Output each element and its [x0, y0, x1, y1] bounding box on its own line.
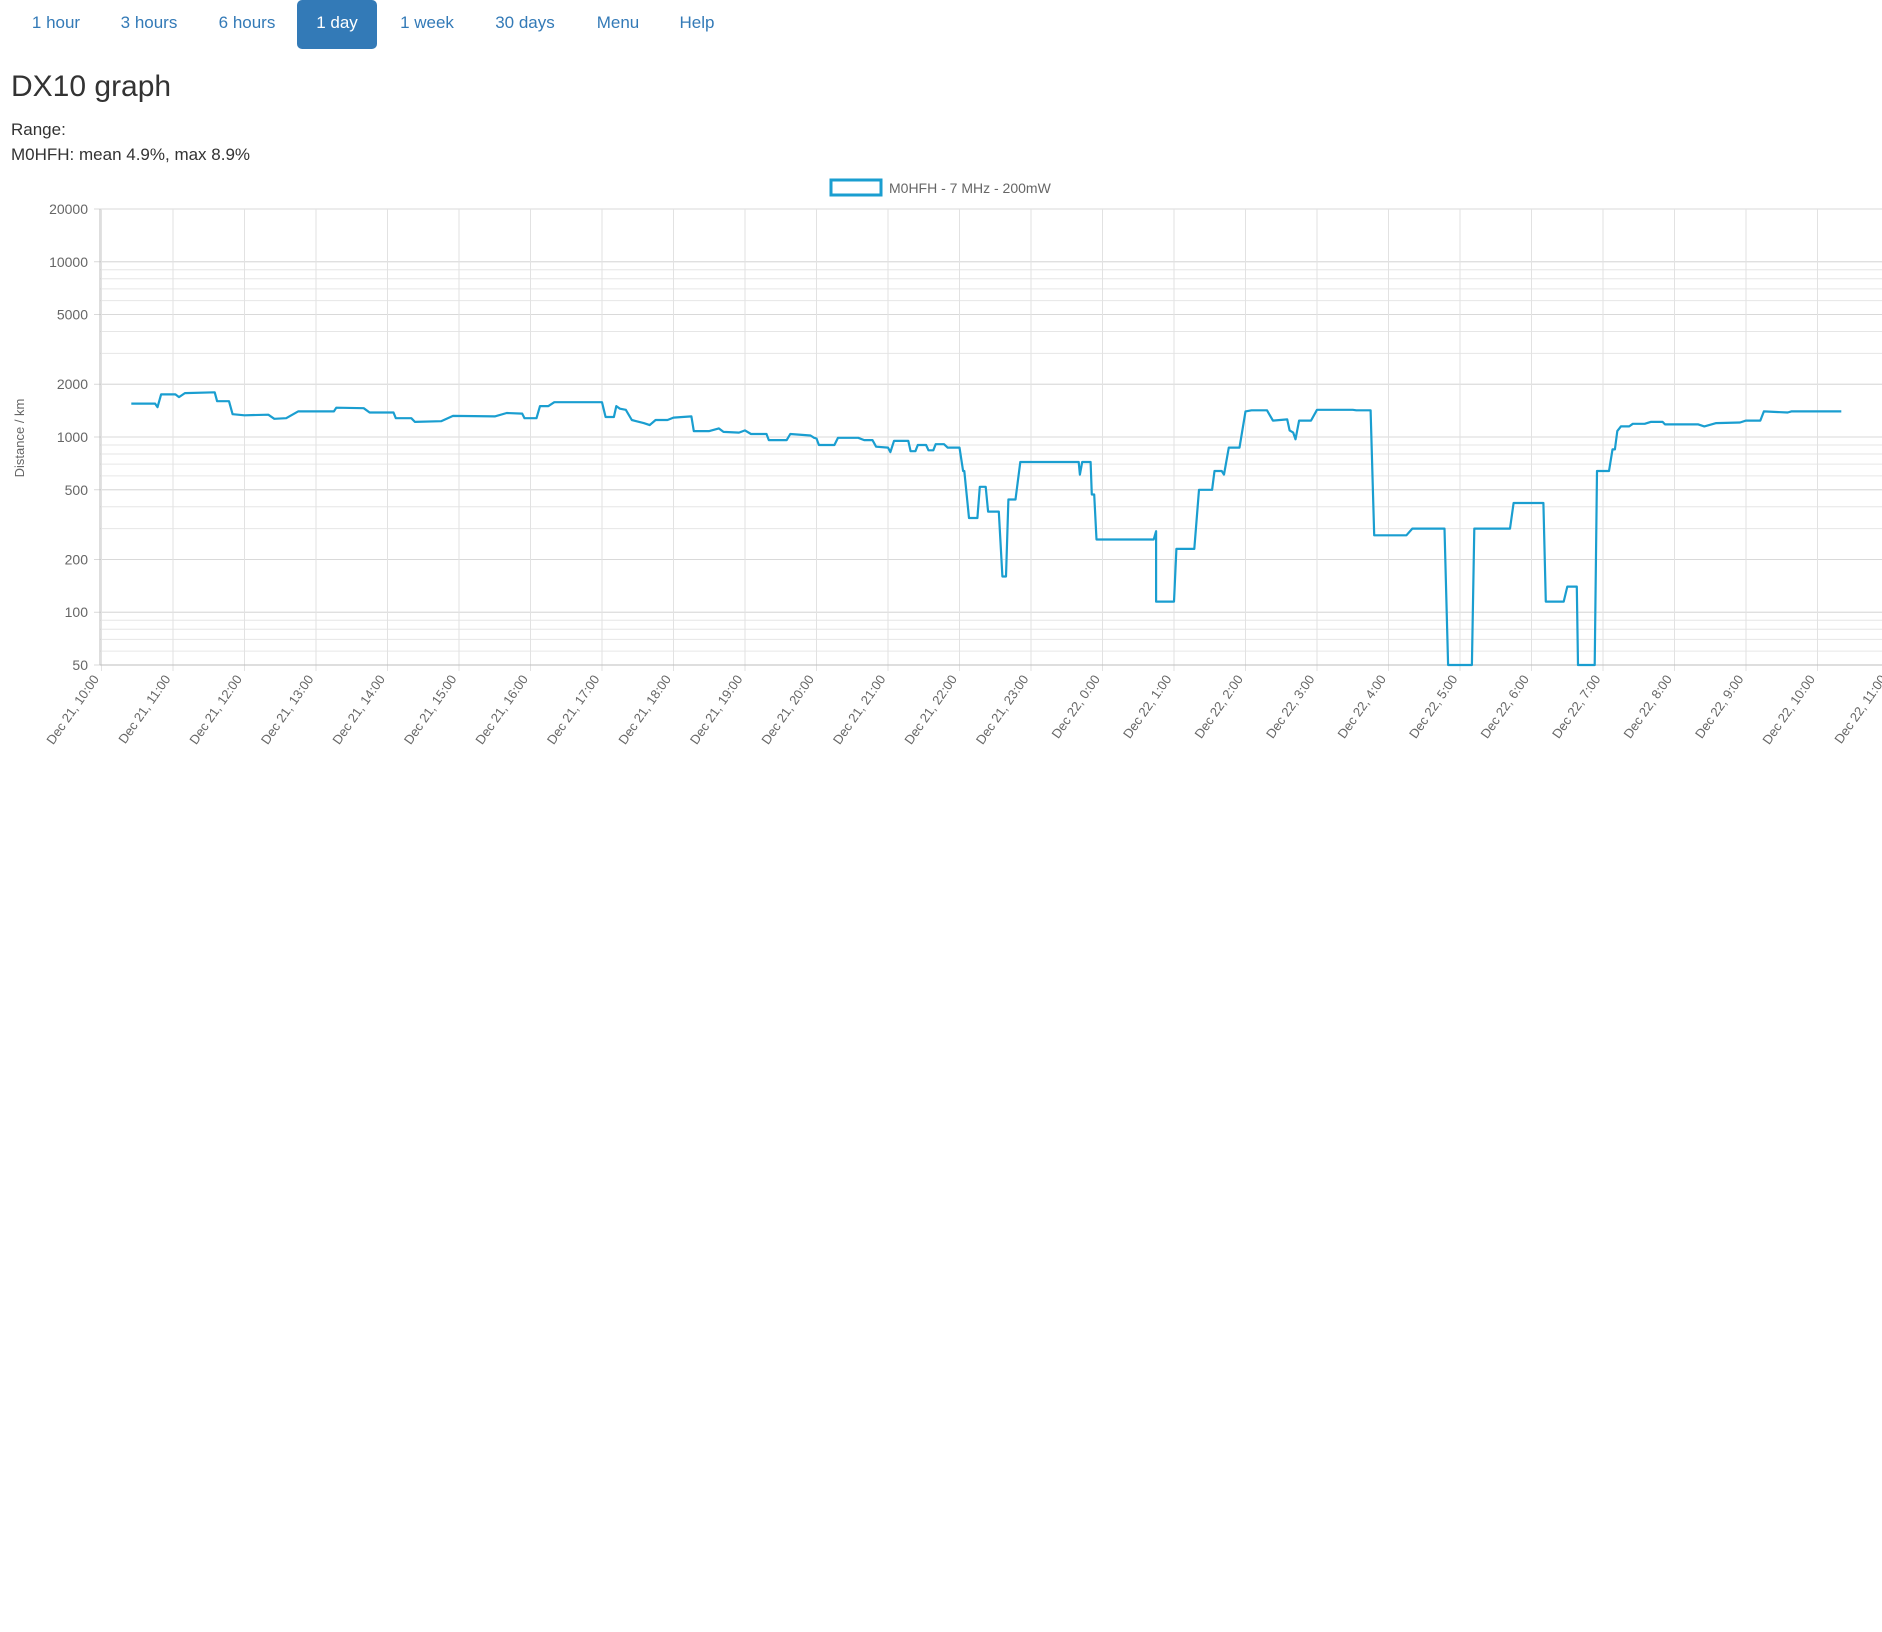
nav-menu[interactable]: Menu [596, 13, 640, 32]
x-tick-label: Dec 21, 15:00 [401, 672, 460, 747]
x-tick-label: Dec 22, 0:00 [1048, 672, 1103, 741]
distance-chart: 50 100 200 500 1000 2000 5000 10000 20000 Dec 21,… [12, 178, 1882, 747]
x-tick-label: Dec 21, 11:00 [115, 672, 173, 746]
y-tick-label: 5000 [57, 307, 88, 323]
x-tick-label: Dec 22, 9:00 [1692, 672, 1747, 741]
nav-1-hour[interactable]: 1 hour [31, 13, 81, 32]
y-tick-label: 500 [65, 482, 89, 498]
page-title: DX10 graph [11, 70, 172, 103]
x-tick-label: Dec 22, 6:00 [1477, 672, 1532, 741]
x-tick-label: Dec 21, 23:00 [973, 672, 1032, 747]
series-line-0 [131, 391, 1842, 667]
x-tick-label: Dec 22, 5:00 [1406, 672, 1461, 741]
x-tick-label: Dec 21, 12:00 [186, 672, 245, 747]
legend-swatch[interactable] [829, 178, 883, 197]
x-tick-label: Dec 21, 19:00 [687, 672, 746, 747]
nav-3-hours[interactable]: 3 hours [120, 13, 178, 32]
chart-legend[interactable]: M0HFH - 7 MHz - 200mW [829, 178, 1052, 197]
nav-1-week[interactable]: 1 week [400, 13, 454, 32]
nav-1-day[interactable]: 1 day [297, 0, 377, 49]
x-tick-label: Dec 21, 17:00 [544, 672, 603, 747]
x-tick-label: Dec 22, 2:00 [1191, 672, 1246, 741]
x-tick-label: Dec 21, 14:00 [329, 672, 388, 747]
x-tick-label: Dec 21, 20:00 [758, 672, 817, 747]
y-tick-label: 20000 [49, 201, 88, 217]
nav-30-days[interactable]: 30 days [495, 13, 555, 32]
nav-help[interactable]: Help [679, 13, 715, 32]
x-tick-label: Dec 22, 1:00 [1120, 672, 1175, 741]
x-tick-label: Dec 22, 4:00 [1334, 672, 1389, 741]
x-tick-label: Dec 22, 7:00 [1549, 672, 1604, 741]
x-tick-label: Dec 22, 11:00 [1831, 672, 1882, 746]
range-label: Range: [11, 120, 66, 139]
chart-series [131, 391, 1842, 667]
y-tick-label: 1000 [57, 429, 88, 445]
x-tick-label: Dec 22, 10:00 [1759, 672, 1818, 747]
y-tick-label: 2000 [57, 376, 88, 392]
y-tick-label: 50 [72, 657, 88, 673]
chart-axes: 50 100 200 500 1000 2000 5000 10000 20000 Dec 21,… [43, 201, 1882, 747]
y-tick-label: 10000 [49, 254, 88, 270]
x-tick-label: Dec 22, 3:00 [1263, 672, 1318, 741]
x-tick-label: Dec 21, 16:00 [472, 672, 531, 747]
y-tick-label: 200 [65, 551, 89, 567]
y-axis-title: Distance / km [12, 399, 27, 478]
x-tick-label: Dec 22, 8:00 [1620, 672, 1675, 741]
chart-grid [94, 208, 1882, 671]
x-tick-label: Dec 21, 18:00 [615, 672, 674, 747]
x-tick-label: Dec 21, 21:00 [830, 672, 889, 747]
x-tick-label: Dec 21, 10:00 [43, 672, 102, 747]
nav-6-hours[interactable]: 6 hours [218, 13, 276, 32]
time-range-nav: 1 hour 3 hours 6 hours 1 day 1 week 30 d… [0, 0, 1882, 50]
x-tick-label: Dec 21, 22:00 [901, 672, 960, 747]
y-tick-label: 100 [65, 604, 89, 620]
legend-label[interactable]: M0HFH - 7 MHz - 200mW [889, 180, 1052, 196]
stats-summary: M0HFH: mean 4.9%, max 8.9% [11, 145, 251, 164]
x-tick-label: Dec 21, 13:00 [258, 672, 317, 747]
